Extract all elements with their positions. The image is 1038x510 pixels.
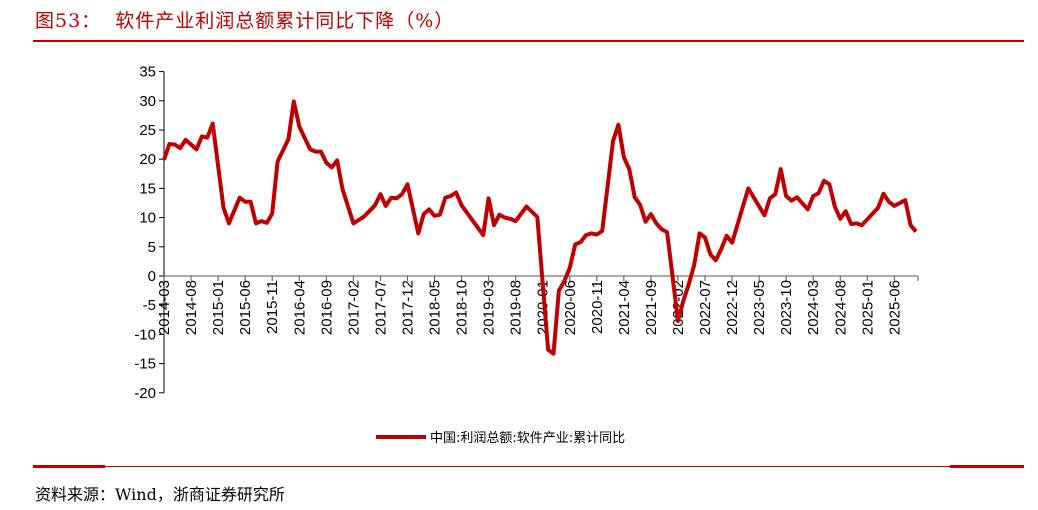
x-tick-label: 2020-11 [589,280,606,334]
x-tick-label: 2025-06 [886,280,903,335]
x-tick-label: 2015-01 [210,280,227,335]
x-tick-label: 2023-10 [778,280,795,335]
x-tick-label: 2017-07 [372,280,389,335]
y-tick-label: -5 [143,297,156,314]
x-tick-label: 2017-12 [399,280,416,335]
x-tick-label: 2019-03 [481,280,498,335]
y-tick-label: 0 [148,268,156,285]
x-tick-label: 2021-09 [643,280,660,335]
source-divider-right [950,465,1024,468]
source-divider-left [33,465,105,468]
series-line [162,99,918,356]
x-tick-label: 2016-04 [291,280,308,335]
y-tick-label: 5 [148,239,156,256]
x-tick-label: 2014-03 [156,280,173,335]
x-tick-label: 2014-08 [183,280,200,335]
legend: 中国:利润总额:软件产业:累计同比 [376,431,625,446]
x-tick-label: 2018-05 [427,280,444,335]
x-tick-label: 2020-06 [562,280,579,335]
x-tick-label: 2023-05 [751,280,768,335]
y-tick-label: 10 [139,210,156,227]
x-tick-label: 2025-01 [859,280,876,335]
x-tick-label: 2016-09 [318,280,335,335]
y-tick-label: 20 [139,151,156,168]
x-tick-label: 2021-04 [616,280,633,335]
y-tick-label: 15 [139,180,156,197]
x-tick-label: 2022-07 [697,280,714,335]
x-tick-label: 2015-11 [264,280,281,334]
x-tick-label: 2019-08 [508,280,525,335]
x-tick-label: 2017-02 [345,280,362,335]
y-tick-label: 35 [139,64,156,81]
y-tick-label: -15 [134,356,156,373]
y-tick-label: -10 [134,326,156,343]
legend-label: 中国:利润总额:软件产业:累计同比 [430,431,625,446]
x-tick-label: 2015-06 [237,280,254,335]
x-axis: 2014-03 2014-08 2015-01 2015-06 2015-11 2016-… [156,275,919,335]
title-divider [33,40,1024,42]
x-tick-label: 2018-10 [454,280,471,335]
source-divider [33,466,1024,467]
x-tick-label: 2024-03 [805,280,822,335]
source-note: 资料来源：Wind，浙商证券研究所 [35,485,285,504]
y-tick-label: -20 [134,385,156,402]
y-tick-label: 30 [139,93,156,110]
x-tick-label: 2024-08 [832,280,849,335]
x-tick-label: 2022-12 [724,280,741,335]
y-tick-label: 25 [139,122,156,139]
figure-title: 图53： 软件产业利润总额累计同比下降（%） [35,10,455,32]
y-axis: 35 30 25 20 15 10 5 0 -5 -10 -15 -20 [134,64,165,402]
